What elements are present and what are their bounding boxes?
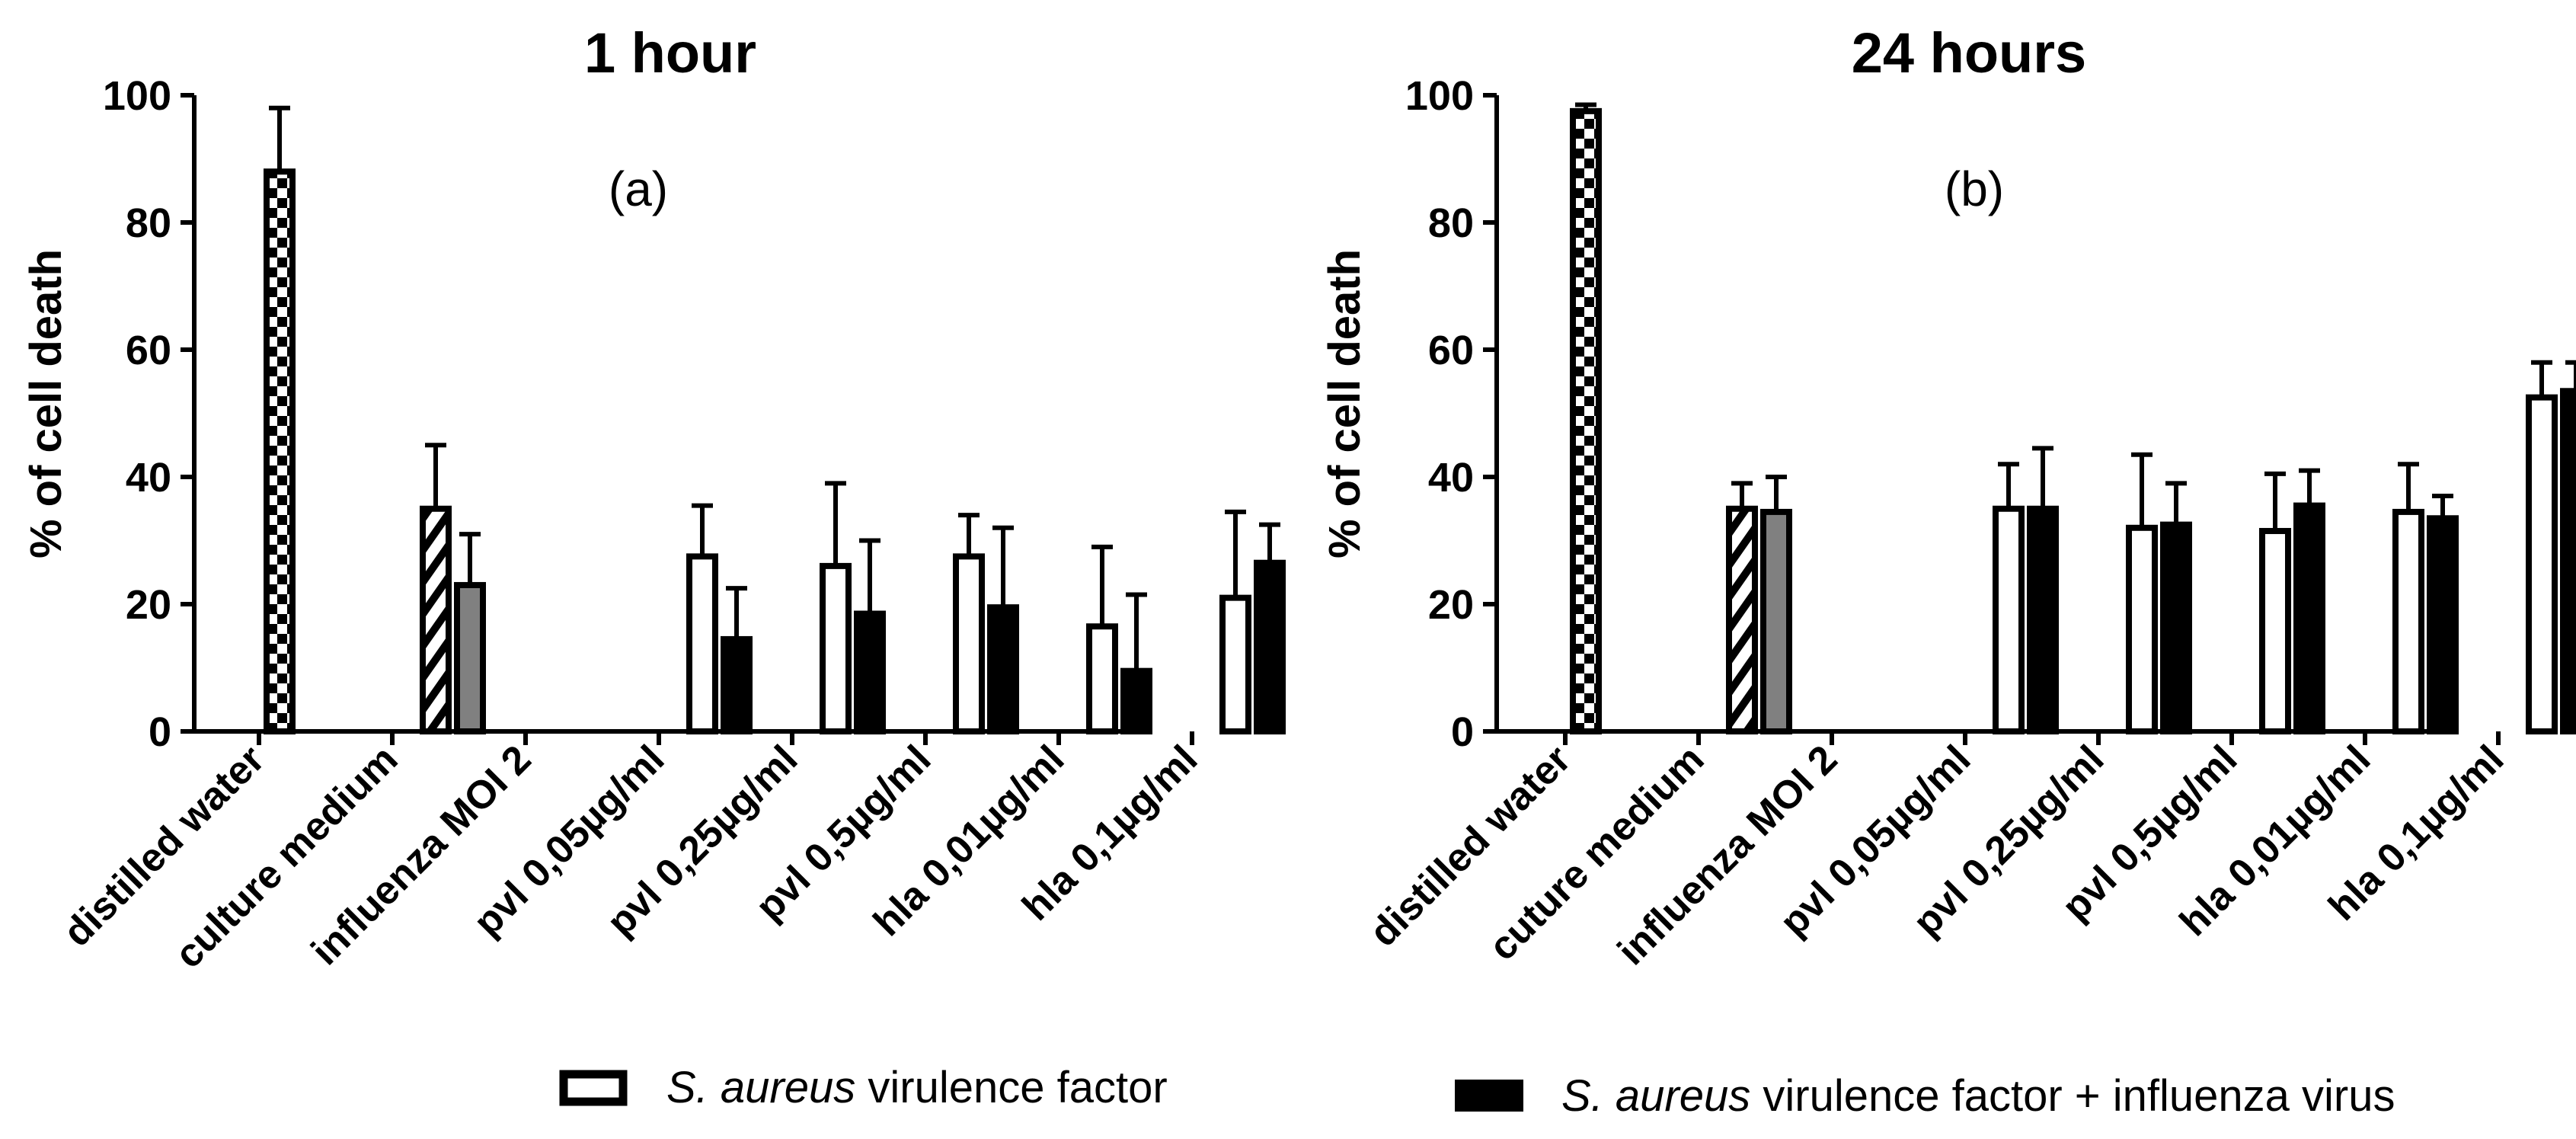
bar-white [1086, 544, 1118, 734]
bar-black [2560, 360, 2576, 735]
bar-rect [987, 604, 1019, 734]
bar-rect [686, 553, 718, 734]
bar-white [953, 513, 985, 734]
y-tick-label: 80 [126, 200, 171, 246]
bar-rect [2259, 527, 2291, 734]
chart-title: 1 hour [584, 21, 756, 85]
y-tick-label: 80 [1428, 200, 1474, 246]
legend-text: virulence factor + influenza virus [1750, 1071, 2395, 1121]
legend-item-virulence-factor-influenza: S. aureus virulence factor + influenza v… [1455, 1071, 2395, 1121]
svg-text:S. aureus virulence factor: S. aureus virulence factor [666, 1063, 1168, 1112]
y-tick-label: 40 [1428, 455, 1474, 501]
bar-rect [1120, 667, 1152, 734]
bar-hatch [420, 443, 452, 734]
bar-rect [1993, 505, 2025, 734]
bar-rect [854, 610, 886, 735]
bar-black [2427, 494, 2459, 735]
bar-rect [2392, 508, 2424, 734]
legend-text: virulence factor [855, 1063, 1167, 1112]
panel-label: (a) [609, 162, 668, 216]
bar-rect [2526, 394, 2558, 734]
legend-item-virulence-factor: S. aureus virulence factor [559, 1063, 1168, 1112]
panel-label: (b) [1945, 162, 2004, 216]
legend: S. aureus virulence factor S. aureus vir… [559, 1063, 2395, 1121]
y-tick-label: 40 [126, 455, 171, 501]
bar-white [2526, 360, 2558, 734]
y-tick-label: 100 [103, 73, 171, 119]
bar-hatch [1726, 481, 1758, 734]
bar-black [854, 538, 886, 735]
bar-rect [2427, 515, 2459, 735]
legend-italic: S. aureus [666, 1063, 855, 1112]
bar-rect [1760, 508, 1792, 734]
bar-rect [1086, 623, 1118, 734]
svg-text:S. aureus virulence factor + i: S. aureus virulence factor + influenza v… [1561, 1071, 2395, 1121]
x-tick-label: influenza MOI 2 [303, 737, 540, 974]
legend-swatch-black [1455, 1080, 1523, 1112]
bar-black [2160, 481, 2192, 734]
bar-rect [2293, 502, 2325, 734]
bar-rect [1726, 505, 1758, 734]
bar-rect [264, 168, 296, 734]
bar-white [1219, 509, 1251, 735]
bar-rect [820, 562, 852, 735]
y-axis-label: % of cell death [1320, 249, 1369, 558]
bar-checker [264, 105, 296, 734]
panel-b: 24 hours (b) % of cell death 0 20 40 60 80 10… [1320, 21, 2576, 974]
bar-black [721, 586, 753, 734]
y-axis-label: % of cell death [21, 249, 71, 558]
bar-white [2126, 452, 2158, 734]
bar-rect [1254, 559, 1286, 734]
bar-white [820, 481, 852, 735]
bar-rect [2027, 505, 2059, 734]
bar-black [2293, 468, 2325, 734]
bar-white [1993, 462, 2025, 734]
bar-rect [721, 635, 753, 734]
y-tick-label: 100 [1405, 73, 1474, 119]
bar-black [987, 525, 1019, 734]
bar-rect [2560, 388, 2576, 735]
bar-rect [1219, 594, 1251, 735]
x-tick-label: influenza MOI 2 [1609, 737, 1846, 974]
bar-rect [2160, 521, 2192, 734]
bar-black [1254, 522, 1286, 734]
bar-white [2259, 471, 2291, 734]
y-tick-label: 0 [1451, 709, 1474, 755]
y-tick-label: 0 [149, 709, 171, 755]
bar-white [2392, 462, 2424, 734]
bar-checker [1570, 102, 1602, 734]
bar-white [686, 503, 718, 734]
panel-a: 1 hour (a) % of cell death 020406080100 … [21, 21, 1286, 977]
legend-swatch-white [559, 1070, 628, 1106]
y-tick-label: 60 [1428, 328, 1474, 373]
x-tick-label: culture medium [167, 737, 407, 977]
y-tick-label: 60 [126, 328, 171, 373]
bar-rect [2126, 524, 2158, 734]
bar-black [1120, 592, 1152, 734]
bar-gray [1760, 475, 1792, 734]
y-tick-label: 20 [1428, 582, 1474, 628]
bar-rect [953, 553, 985, 734]
legend-italic: S. aureus [1561, 1071, 1750, 1121]
bar-rect [1570, 107, 1602, 734]
bar-gray [454, 532, 486, 735]
bar-rect [420, 505, 452, 734]
bar-black [2027, 446, 2059, 734]
y-tick-label: 20 [126, 582, 171, 628]
bar-rect [454, 581, 486, 735]
chart-title: 24 hours [1852, 21, 2086, 85]
